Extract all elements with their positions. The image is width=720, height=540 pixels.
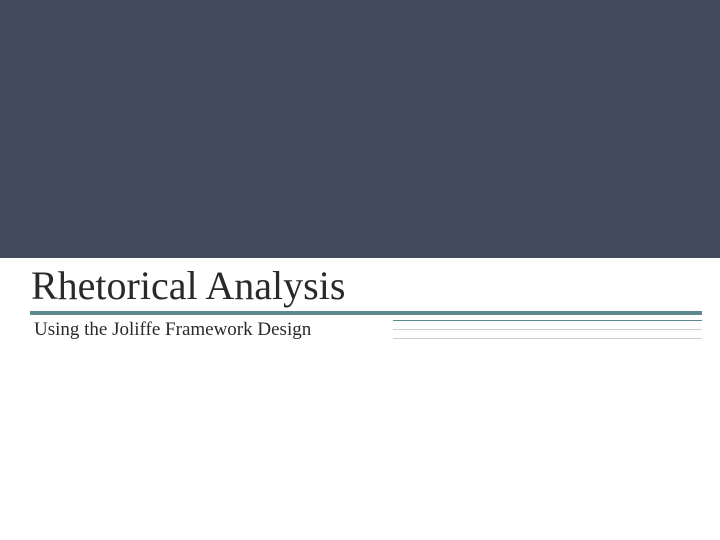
title-underline bbox=[30, 311, 702, 315]
accent-line-3 bbox=[393, 338, 702, 339]
accent-line-1 bbox=[393, 320, 702, 321]
accent-line-2 bbox=[393, 329, 702, 330]
slide-title: Rhetorical Analysis bbox=[31, 262, 345, 309]
top-band bbox=[0, 0, 720, 258]
slide: Rhetorical Analysis Using the Joliffe Fr… bbox=[0, 0, 720, 540]
slide-subtitle: Using the Joliffe Framework Design bbox=[34, 319, 311, 341]
